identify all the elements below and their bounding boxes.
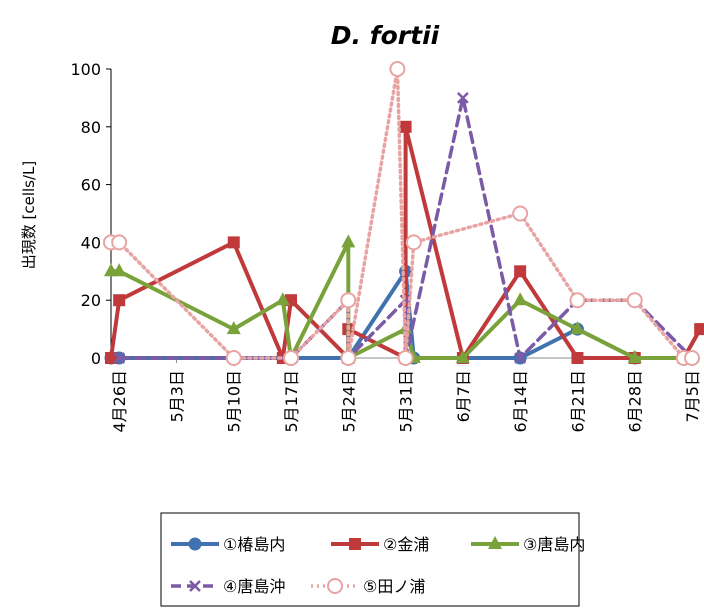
legend-label: ②金浦 [383, 535, 429, 554]
data-point [512, 205, 529, 222]
data-point [105, 352, 117, 364]
data-point [340, 292, 357, 309]
legend-entry: ④唐島沖 [171, 577, 285, 596]
x-tick-label: 5月10日 [225, 370, 244, 433]
y-tick-label: 80 [81, 118, 101, 137]
x-tick-label: 5月24日 [339, 370, 358, 433]
data-point [684, 350, 700, 366]
y-axis-label: 出現数 [cells/L] [20, 161, 38, 270]
data-point [226, 321, 241, 335]
x-tick-label: 7月5日 [683, 370, 702, 422]
legend-marker [349, 538, 361, 550]
legend-label: ④唐島沖 [223, 577, 285, 596]
legend-label: ⑤田ノ浦 [363, 577, 425, 596]
y-tick-label: 0 [91, 349, 101, 368]
chart-title: D. fortii [331, 21, 440, 50]
x-tick-label: 6月28日 [626, 370, 645, 433]
y-tick-label: 60 [81, 176, 101, 195]
data-point [626, 292, 643, 309]
legend-label: ①椿島内 [223, 535, 285, 554]
data-point [113, 294, 126, 307]
x-tick-label: 6月7日 [454, 370, 473, 422]
data-point [514, 265, 527, 278]
legend-marker [188, 537, 202, 551]
x-tick-label: 5月3日 [167, 370, 186, 422]
legend-marker [488, 536, 502, 549]
data-point [456, 92, 469, 104]
legend: ①椿島内 ②金浦 ③唐島内 ④唐島沖 ⑤田ノ浦 [160, 512, 585, 607]
data-point [399, 120, 412, 133]
data-point [570, 321, 585, 335]
x-tick-label: 5月17日 [282, 370, 301, 433]
data-point [112, 263, 127, 277]
data-point [694, 323, 704, 336]
data-point [389, 61, 406, 77]
y-tick-label: 100 [70, 60, 101, 79]
data-point [341, 234, 356, 248]
data-point [455, 350, 470, 363]
series-1 [104, 264, 699, 365]
data-point [283, 350, 300, 366]
data-point [227, 236, 240, 249]
legend-entry: ③唐島内 [471, 535, 585, 554]
data-point [571, 352, 584, 364]
legend-marker [189, 580, 201, 592]
data-point [513, 292, 528, 306]
data-point [569, 292, 586, 309]
plot-area: 0 20 40 60 80 100 4月26日 5月3日 5月10日 5月17日 5月24日 5月31… [70, 60, 704, 433]
legend-entry: ⑤田ノ浦 [311, 577, 425, 596]
data-point [111, 234, 128, 251]
series-line [109, 240, 694, 360]
y-tick-label: 20 [81, 291, 101, 310]
data-point [514, 352, 527, 364]
legend-label: ③唐島内 [523, 535, 585, 554]
x-tick-label: 4月26日 [110, 370, 129, 433]
data-point [113, 352, 126, 364]
data-point [225, 350, 242, 366]
legend-entry: ①椿島内 [171, 535, 285, 554]
legend-box [160, 512, 580, 607]
x-tick-label: 6月21日 [568, 370, 587, 433]
data-point [340, 350, 357, 366]
data-point [397, 350, 414, 366]
data-point [275, 292, 290, 306]
legend-entry: ②金浦 [331, 535, 429, 554]
x-tick-label: 5月31日 [397, 370, 416, 433]
legend-marker [327, 578, 343, 594]
x-tick-label: 6月14日 [511, 370, 530, 433]
data-point [405, 234, 422, 251]
y-tick-label: 40 [81, 233, 101, 252]
series-5 [103, 61, 700, 366]
data-point [627, 350, 642, 363]
series-line [109, 67, 694, 360]
